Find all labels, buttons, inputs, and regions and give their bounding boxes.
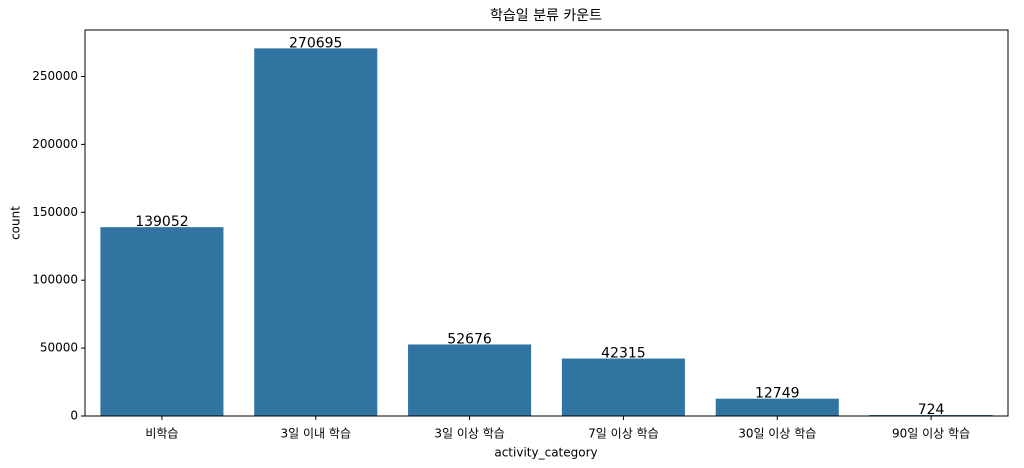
- x-tick-label: 90일 이상 학습: [892, 427, 970, 441]
- value-label: 42315: [601, 346, 646, 362]
- y-tick-label: 250000: [32, 69, 78, 83]
- x-tick-label: 3일 이상 학습: [434, 427, 504, 441]
- value-label: 139052: [135, 214, 188, 230]
- x-tick-label: 비학습: [145, 427, 178, 441]
- bar: [254, 48, 378, 416]
- bar: [561, 358, 685, 416]
- x-tick-label: 3일 이내 학습: [281, 427, 351, 441]
- chart-title: 학습일 분류 카운트: [490, 8, 602, 24]
- bar: [408, 344, 532, 416]
- y-tick-label: 0: [70, 409, 78, 423]
- x-tick-label: 7일 이상 학습: [588, 427, 658, 441]
- y-tick-label: 150000: [32, 205, 78, 219]
- x-tick-label: 30일 이상 학습: [738, 427, 816, 441]
- value-label: 52676: [447, 331, 492, 347]
- y-tick-label: 100000: [32, 273, 78, 287]
- y-tick-label: 50000: [40, 341, 78, 355]
- value-label: 12749: [755, 386, 800, 402]
- y-axis-label: count: [9, 206, 23, 240]
- plot-frame: [84, 29, 1009, 417]
- value-label: 270695: [289, 35, 342, 51]
- bar: [715, 398, 839, 416]
- bar: [100, 227, 224, 416]
- value-label: 724: [918, 402, 945, 418]
- x-axis-label: activity_category: [494, 446, 597, 460]
- y-tick-label: 200000: [32, 137, 78, 151]
